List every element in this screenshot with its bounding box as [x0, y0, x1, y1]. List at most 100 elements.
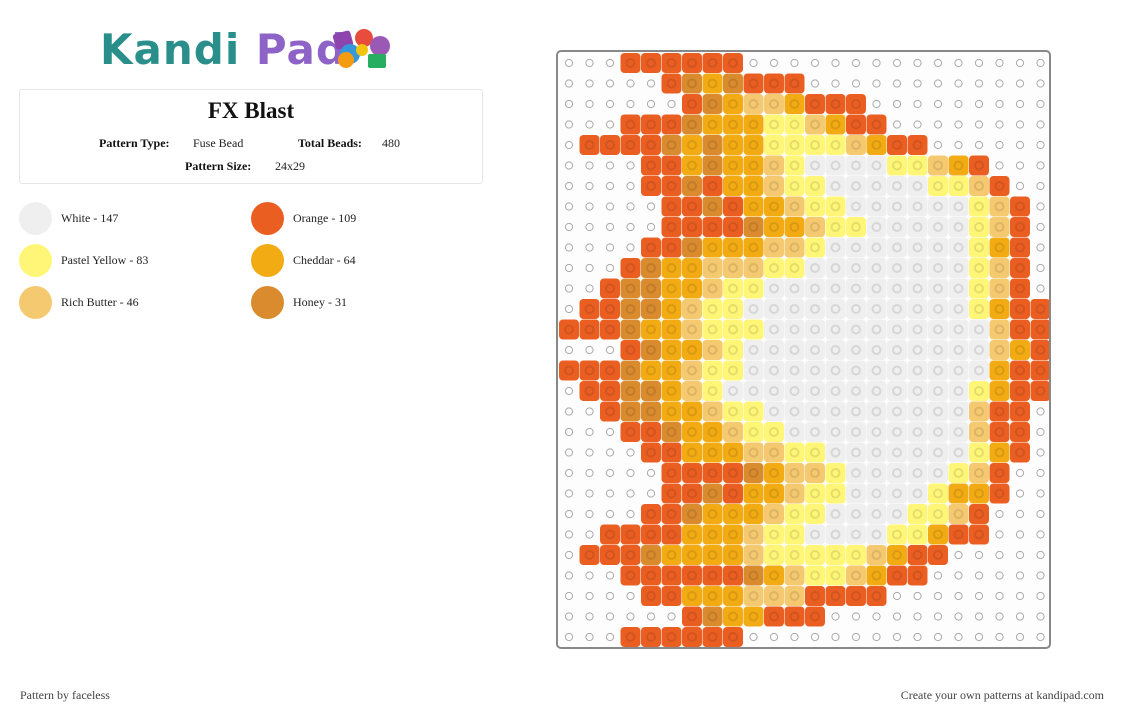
- bead: [825, 196, 846, 217]
- bead: [866, 463, 887, 483]
- empty-peg: [585, 571, 594, 580]
- bead: [805, 606, 825, 627]
- bead: [805, 176, 825, 196]
- empty-peg: [954, 140, 963, 150]
- bead: [805, 217, 825, 237]
- bead: [825, 94, 846, 114]
- empty-peg: [933, 571, 943, 580]
- bead: [661, 176, 682, 196]
- empty-peg: [564, 591, 574, 601]
- bead: [825, 565, 846, 586]
- bead: [784, 299, 805, 319]
- bead: [743, 278, 764, 299]
- bead: [969, 237, 989, 258]
- bead: [620, 53, 641, 73]
- empty-peg: [954, 550, 963, 560]
- empty-peg: [974, 632, 984, 642]
- bead: [887, 422, 907, 442]
- legend-label: Rich Butter - 46: [61, 295, 139, 309]
- bead: [682, 217, 702, 237]
- bead: [764, 586, 784, 606]
- bead: [723, 258, 743, 278]
- bead: [641, 442, 661, 463]
- bead: [866, 135, 887, 155]
- bead: [743, 504, 764, 524]
- bead: [743, 319, 764, 340]
- empty-peg: [892, 591, 902, 601]
- empty-peg: [1036, 530, 1045, 539]
- bead: [784, 217, 805, 237]
- empty-peg: [564, 489, 574, 498]
- bead: [641, 299, 661, 319]
- bead: [805, 360, 825, 381]
- bead: [805, 381, 825, 401]
- bead: [907, 381, 928, 401]
- bead: [866, 401, 887, 422]
- empty-peg: [933, 79, 943, 88]
- pegboard-pattern-grid: [556, 50, 1051, 649]
- bead: [887, 237, 907, 258]
- bead: [641, 381, 661, 401]
- bead: [846, 463, 866, 483]
- empty-peg: [872, 99, 881, 109]
- empty-peg: [1015, 509, 1025, 519]
- bead: [948, 258, 969, 278]
- kandipad-logo[interactable]: Kandi Pad: [100, 26, 405, 76]
- empty-peg: [564, 550, 574, 560]
- bead: [887, 155, 907, 176]
- bead: [661, 524, 682, 545]
- empty-peg: [564, 304, 574, 314]
- bead: [600, 278, 620, 299]
- empty-peg: [564, 448, 574, 457]
- empty-peg: [995, 632, 1004, 642]
- empty-peg: [1015, 99, 1025, 109]
- empty-peg: [1015, 612, 1025, 621]
- color-swatch: [251, 244, 284, 277]
- bead: [989, 196, 1010, 217]
- bead: [641, 422, 661, 442]
- bead: [846, 545, 866, 565]
- bead: [702, 53, 723, 73]
- bead: [805, 196, 825, 217]
- bead: [866, 196, 887, 217]
- bead: [1030, 381, 1049, 401]
- empty-peg: [1036, 591, 1045, 601]
- bead: [784, 340, 805, 360]
- empty-peg: [646, 612, 656, 621]
- bead: [682, 545, 702, 565]
- bead: [682, 135, 702, 155]
- bead: [784, 176, 805, 196]
- bead: [846, 586, 866, 606]
- bead: [641, 176, 661, 196]
- bead: [969, 299, 989, 319]
- empty-peg: [564, 120, 574, 129]
- logo-word-kandi: Kandi: [100, 25, 241, 74]
- bead: [764, 565, 784, 586]
- bead: [969, 442, 989, 463]
- bead: [620, 258, 641, 278]
- kandipad-promo-link[interactable]: Create your own patterns at kandipad.com: [900, 688, 1104, 702]
- empty-peg: [769, 58, 779, 68]
- empty-peg: [1036, 632, 1045, 642]
- bead: [825, 135, 846, 155]
- bead: [682, 463, 702, 483]
- bead: [948, 340, 969, 360]
- bead: [948, 442, 969, 463]
- empty-peg: [605, 202, 615, 211]
- bead: [743, 258, 764, 278]
- bead: [1030, 360, 1049, 381]
- bead: [743, 73, 764, 94]
- bead: [784, 401, 805, 422]
- bead: [764, 114, 784, 135]
- empty-peg: [810, 79, 820, 88]
- bead: [702, 463, 723, 483]
- bead: [784, 114, 805, 135]
- bead: [661, 545, 682, 565]
- bead: [784, 135, 805, 155]
- bead: [1010, 299, 1030, 319]
- bead: [784, 360, 805, 381]
- bead: [641, 258, 661, 278]
- bead: [764, 524, 784, 545]
- bead: [723, 381, 743, 401]
- bead: [682, 258, 702, 278]
